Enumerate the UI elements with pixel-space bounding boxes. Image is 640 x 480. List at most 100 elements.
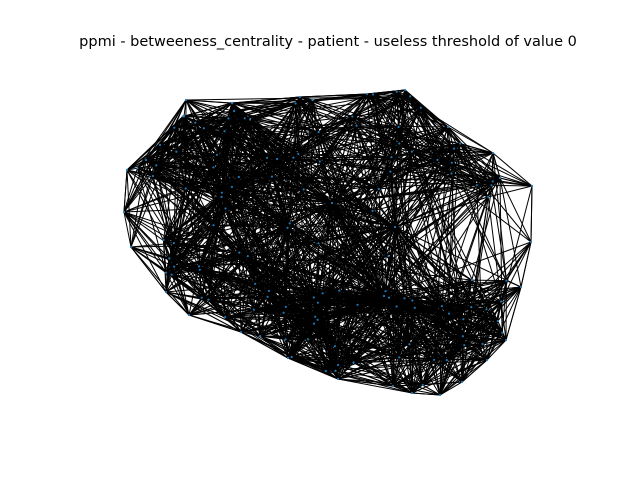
graph-node	[155, 164, 157, 166]
graph-node	[295, 102, 297, 104]
graph-node	[403, 297, 405, 299]
graph-node	[497, 320, 499, 322]
graph-node	[199, 269, 201, 271]
graph-node	[487, 196, 489, 198]
graph-node	[212, 224, 214, 226]
graph-node	[505, 280, 507, 282]
graph-node	[414, 307, 416, 309]
graph-node	[185, 187, 187, 189]
graph-node	[411, 392, 413, 394]
graph-node	[198, 265, 200, 267]
graph-node	[409, 95, 411, 97]
graph-node	[398, 142, 400, 144]
graph-node	[221, 192, 223, 194]
graph-node	[307, 338, 309, 340]
graph-node	[223, 130, 225, 132]
graph-node	[159, 144, 161, 146]
graph-node	[145, 159, 147, 161]
graph-node	[231, 102, 233, 104]
graph-node	[203, 127, 205, 129]
graph-node	[351, 115, 353, 117]
graph-node	[356, 125, 358, 127]
graph-node	[126, 169, 128, 171]
graph-node	[531, 185, 533, 187]
graph-node	[249, 118, 251, 120]
edges-layer	[124, 90, 532, 395]
graph-node	[266, 157, 268, 159]
graph-node	[366, 93, 368, 95]
graph-node	[337, 378, 339, 380]
graph-node	[254, 283, 256, 285]
graph-node	[462, 335, 464, 337]
graph-node	[447, 126, 449, 128]
graph-node	[451, 162, 453, 164]
graph-node	[244, 117, 246, 119]
graph-node	[297, 153, 299, 155]
graph-node	[322, 292, 324, 294]
graph-node	[441, 305, 443, 307]
graph-node	[285, 338, 287, 340]
graph-node	[173, 242, 175, 244]
graph-node	[485, 308, 487, 310]
graph-node	[476, 184, 478, 186]
graph-node	[390, 156, 392, 158]
graph-node	[383, 295, 385, 297]
graph-node	[231, 186, 233, 188]
graph-node	[317, 302, 319, 304]
graph-node	[501, 332, 503, 334]
graph-node	[463, 344, 465, 346]
graph-node	[168, 257, 170, 259]
graph-node	[130, 246, 132, 248]
graph-node	[411, 299, 413, 301]
graph-node	[136, 167, 138, 169]
graph-node	[334, 370, 336, 372]
graph-node	[396, 91, 398, 93]
graph-node	[227, 117, 229, 119]
graph-node	[530, 241, 532, 243]
graph-node	[271, 176, 273, 178]
graph-node	[500, 300, 502, 302]
graph-node	[492, 152, 494, 154]
graph-node	[238, 176, 240, 178]
graph-node	[446, 359, 448, 361]
graph-node	[404, 89, 406, 91]
graph-node	[352, 361, 354, 363]
graph-node	[212, 166, 214, 168]
graph-node	[313, 323, 315, 325]
graph-node	[398, 126, 400, 128]
graph-node	[303, 188, 305, 190]
graph-node	[287, 357, 289, 359]
graph-node	[387, 255, 389, 257]
graph-node	[173, 266, 175, 268]
graph-node	[216, 154, 218, 156]
graph-node	[292, 157, 294, 159]
graph-node	[283, 312, 285, 314]
graph-node	[268, 290, 270, 292]
graph-node	[398, 356, 400, 358]
graph-node	[162, 239, 164, 241]
graph-node	[224, 316, 226, 318]
graph-node	[175, 151, 177, 153]
graph-node	[259, 335, 261, 337]
graph-node	[299, 96, 301, 98]
graph-node	[240, 331, 242, 333]
graph-node	[247, 255, 249, 257]
graph-node	[334, 345, 336, 347]
graph-node	[267, 296, 269, 298]
graph-node	[492, 180, 494, 182]
graph-node	[253, 309, 255, 311]
graph-node	[319, 160, 321, 162]
graph-node	[331, 202, 333, 204]
graph-node	[286, 227, 288, 229]
graph-node	[289, 222, 291, 224]
graph-node	[337, 364, 339, 366]
graph-node	[221, 196, 223, 198]
graph-node	[470, 306, 472, 308]
graph-node	[384, 290, 386, 292]
graph-node	[233, 110, 235, 112]
graph-node	[499, 177, 501, 179]
graph-node	[408, 343, 410, 345]
graph-node	[490, 184, 492, 186]
